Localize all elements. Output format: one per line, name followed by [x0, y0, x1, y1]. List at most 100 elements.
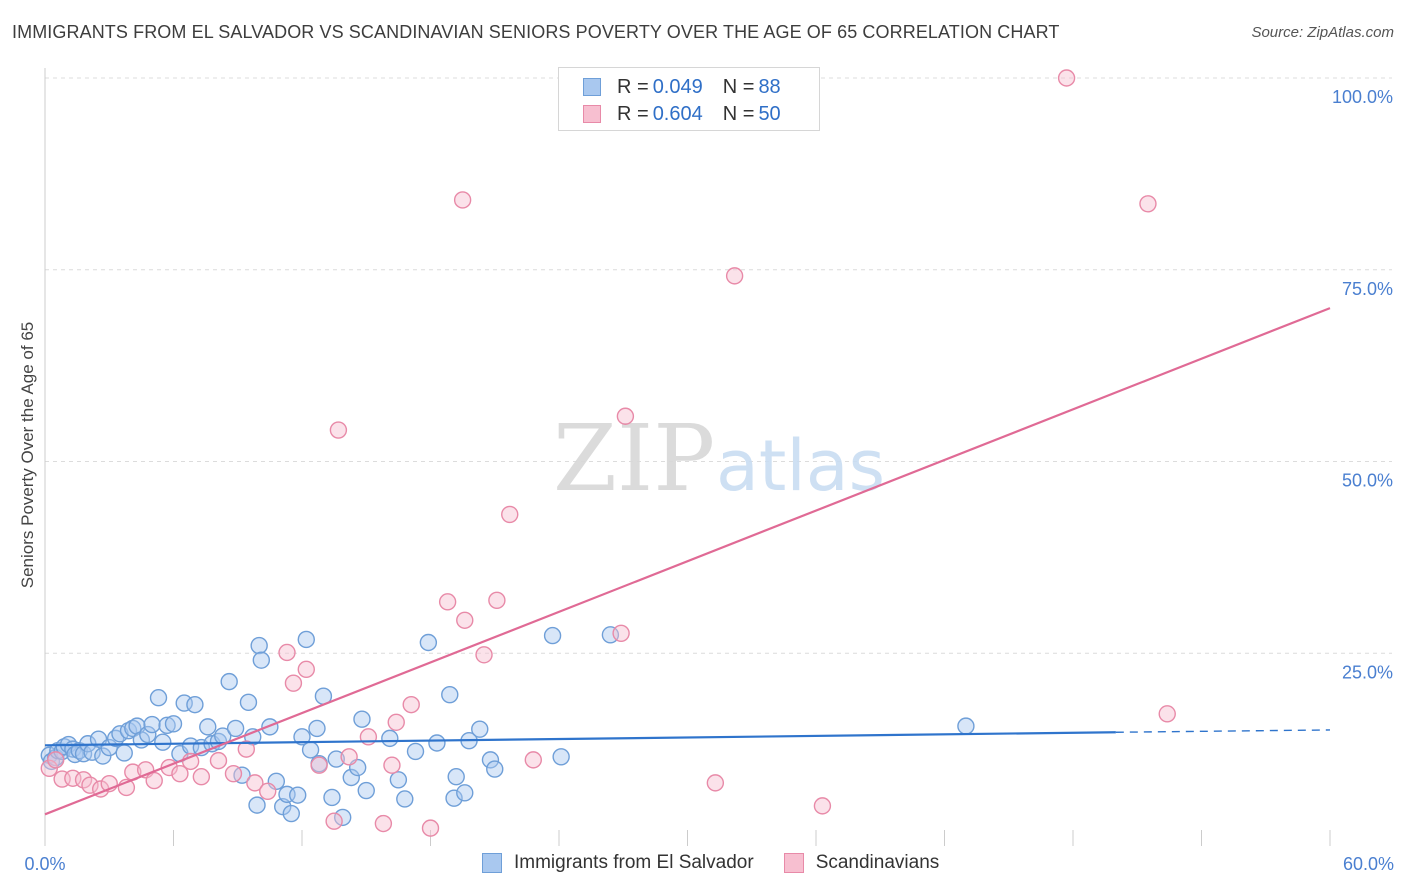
data-point [220, 672, 238, 691]
data-point [957, 717, 975, 735]
stats-legend: R = 0.049 N = 88 R = 0.604 N = 50 [558, 67, 820, 131]
data-point [139, 725, 157, 744]
data-point [387, 713, 405, 731]
series-legend: Immigrants from El Salvador Scandinavian… [482, 852, 969, 874]
data-point [192, 768, 211, 786]
legend-swatch-pink [583, 105, 601, 123]
legend-item-el-salvador: Immigrants from El Salvador [482, 852, 754, 874]
data-point [501, 505, 519, 524]
legend-n-value: 50 [758, 102, 781, 125]
data-point [310, 756, 328, 774]
data-point [406, 742, 425, 761]
y-tick-label: 25.0% [1342, 662, 1393, 682]
watermark-zip: ZIP [553, 405, 715, 512]
data-point [252, 651, 271, 669]
data-point [612, 624, 630, 643]
data-point [524, 751, 542, 769]
data-point [402, 695, 420, 714]
legend-r-value: 0.604 [652, 102, 703, 125]
data-point [340, 748, 358, 766]
y-tick-label: 75.0% [1342, 279, 1393, 299]
series-0-points [40, 626, 975, 827]
data-point [158, 716, 176, 735]
data-point [297, 630, 315, 649]
data-point [250, 636, 268, 655]
legend-item-scandinavians: Scandinavians [783, 852, 940, 874]
data-point [445, 789, 463, 807]
data-point [357, 781, 375, 800]
data-point [81, 776, 99, 794]
legend-label: Scandinavians [815, 852, 940, 873]
data-point [1139, 195, 1157, 213]
data-point [475, 646, 493, 664]
data-point [342, 768, 360, 787]
legend-n-label: N = [722, 75, 755, 98]
legend-swatch-pink [783, 853, 804, 873]
data-point [813, 797, 832, 815]
data-point [486, 760, 504, 778]
data-point [186, 695, 204, 714]
data-point [383, 756, 401, 774]
data-point [333, 808, 352, 827]
data-point [481, 751, 500, 769]
data-point [552, 748, 570, 766]
axes [44, 68, 1331, 846]
data-point [226, 719, 245, 738]
legend-label: Immigrants from El Salvador [514, 852, 754, 873]
legend-swatch-blue [482, 853, 502, 873]
data-point [246, 774, 264, 792]
data-point [284, 674, 303, 692]
data-point [471, 720, 489, 738]
data-point [323, 788, 341, 807]
y-axis-label: Seniors Poverty Over the Age of 65 [18, 321, 37, 589]
watermark-atlas: atlas [716, 425, 885, 507]
data-point [145, 771, 163, 790]
data-point [308, 719, 326, 738]
data-point [329, 421, 348, 439]
data-point [278, 643, 296, 662]
trend-line-scandinavians [44, 307, 1331, 816]
data-point [248, 796, 266, 814]
data-point [293, 728, 311, 746]
legend-n-label: N = [722, 102, 755, 125]
data-point [1057, 69, 1076, 87]
trend-line-el-salvador-extension [1115, 729, 1331, 733]
data-point [374, 814, 393, 833]
data-point [164, 715, 183, 733]
x-tick-label: 60.0% [1343, 854, 1394, 874]
legend-row-scandinavians: R = 0.604 N = 50 [583, 102, 781, 126]
data-point [325, 812, 343, 830]
data-point [224, 764, 243, 783]
data-point [1158, 705, 1176, 723]
watermark: ZIP atlas [553, 405, 885, 512]
series-1-points [40, 69, 1176, 837]
data-point [149, 689, 168, 707]
data-point [456, 784, 474, 802]
data-point [389, 771, 408, 789]
data-point [419, 633, 438, 652]
data-point [421, 819, 440, 837]
data-point [725, 267, 744, 285]
data-point [282, 804, 300, 823]
legend-row-el-salvador: R = 0.049 N = 88 [583, 75, 781, 99]
data-point [428, 734, 446, 752]
data-point [233, 766, 251, 784]
legend-n-value: 88 [758, 75, 781, 98]
data-point [456, 611, 474, 629]
grid-lines [45, 77, 1392, 654]
data-point [453, 191, 472, 209]
data-point [143, 715, 161, 734]
data-point [706, 774, 725, 792]
data-point [301, 741, 320, 759]
data-point [154, 733, 172, 751]
data-point [353, 710, 371, 728]
data-point [381, 729, 399, 748]
data-point [543, 626, 562, 645]
data-point [327, 750, 345, 768]
data-point [441, 685, 459, 704]
y-tick-label: 100.0% [1332, 87, 1393, 107]
legend-r-label: R = [617, 75, 649, 98]
data-point [199, 718, 217, 736]
data-point [297, 660, 315, 679]
data-point [447, 768, 465, 786]
